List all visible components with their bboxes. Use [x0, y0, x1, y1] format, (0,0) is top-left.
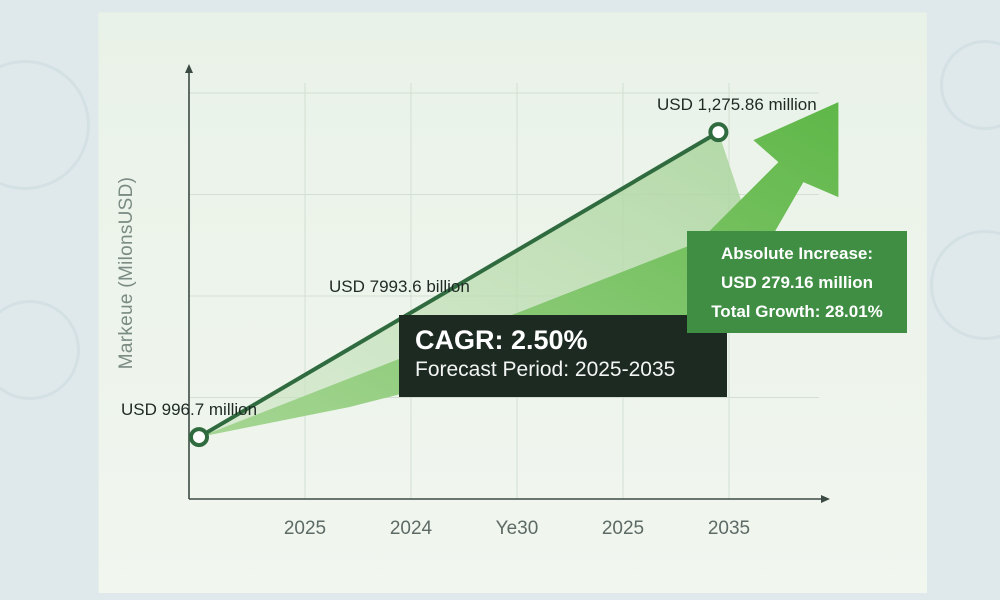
absolute-increase-title: Absolute Increase:: [720, 244, 874, 263]
background-decoration: [930, 230, 1000, 340]
absolute-increase-value: USD 279.16 million: [720, 273, 874, 292]
x-tick-label: 2024: [389, 518, 433, 539]
absolute-increase-callout: Absolute Increase: USD 279.16 million To…: [687, 231, 907, 333]
x-tick-label: 2025: [601, 518, 645, 539]
background-decoration: [940, 40, 1000, 130]
data-point-start: [189, 427, 209, 448]
series-line: [197, 130, 721, 440]
data-point-end: [708, 122, 729, 143]
growth-area: [199, 132, 749, 438]
background-decoration: [0, 300, 80, 400]
y-axis-arrowhead: [185, 64, 193, 73]
data-label-start: USD 996.7 million: [121, 400, 258, 419]
total-growth: Total Growth: 28.01%: [711, 302, 883, 321]
x-tick-label: 2025: [283, 518, 327, 539]
background-decoration: [0, 60, 90, 190]
cagr-title: CAGR: 2.50%: [415, 325, 588, 355]
y-axis-label-text: Markeue (MilonsUSD): [116, 176, 137, 370]
cagr-callout: CAGR: 2.50% Forecast Period: 2025-2035: [399, 315, 727, 397]
x-axis-arrowhead: [821, 495, 830, 503]
data-label-end: USD 1,275.86 million: [657, 95, 817, 114]
x-tick-label: Ye30: [495, 518, 539, 539]
data-label-mid: USD 7993.6 billion: [329, 277, 470, 296]
x-tick-label: 2035: [707, 518, 751, 539]
chart-card: Markeue (MilonsUSD) 2025 2024 Ye30 2025 …: [98, 12, 927, 593]
forecast-period: Forecast Period: 2025-2035: [415, 358, 676, 381]
